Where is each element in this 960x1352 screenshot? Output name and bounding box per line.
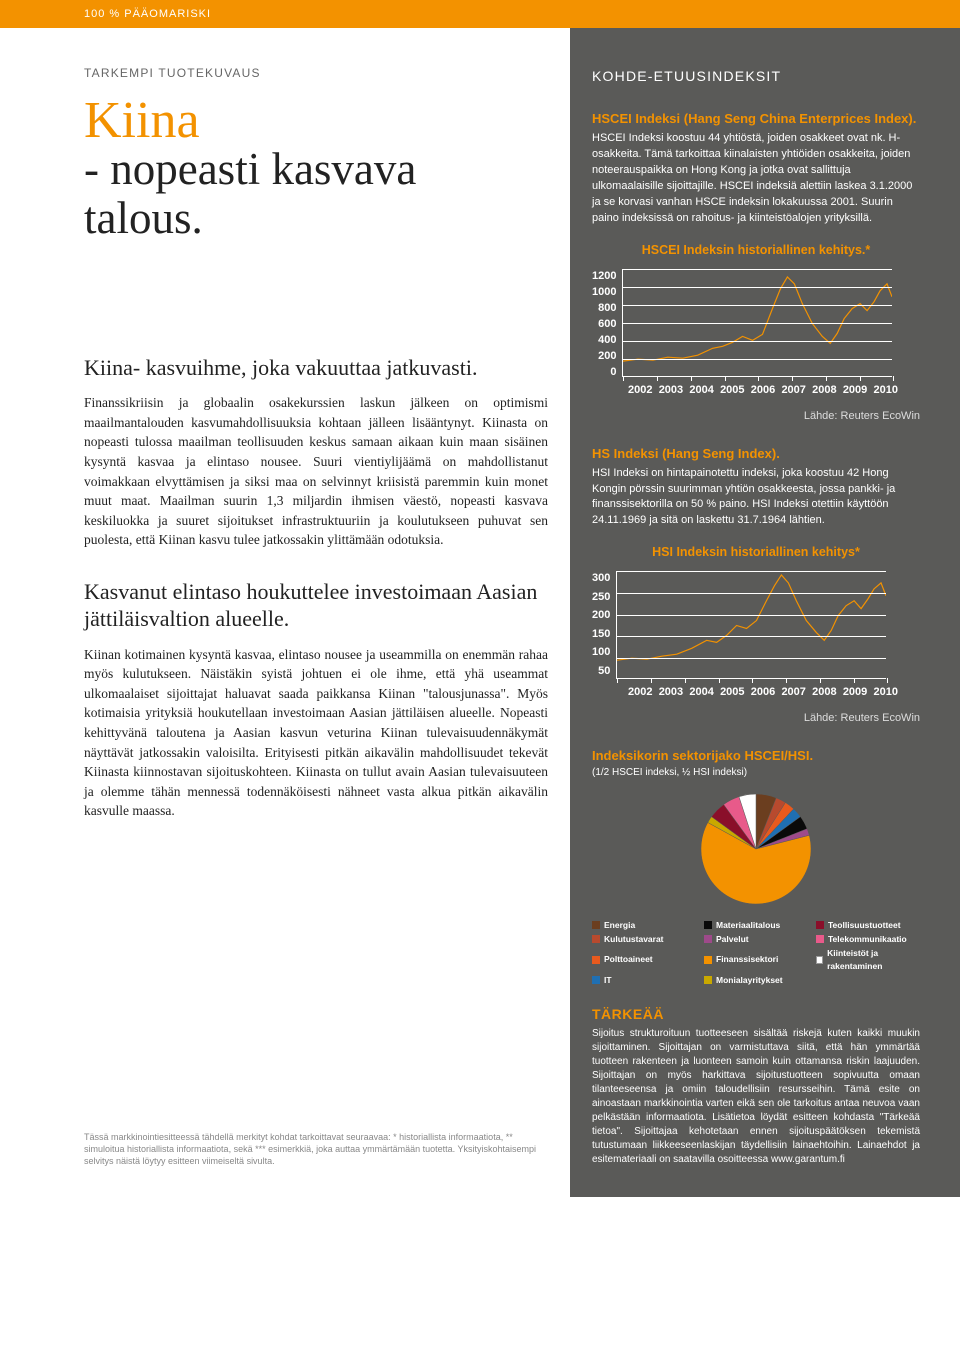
important-heading: TÄRKEÄÄ — [592, 1004, 920, 1024]
section-label: TARKEMPI TUOTEKUVAUS — [84, 66, 548, 80]
title-orange: Kiina — [84, 92, 200, 149]
page-title: Kiina - nopeasti kasvava talous. — [84, 98, 548, 244]
important-body: Sijoitus strukturoituun tuotteeseen sisä… — [592, 1027, 920, 1167]
page-body: TARKEMPI TUOTEKUVAUS Kiina - nopeasti ka… — [0, 28, 960, 1237]
hsi-desc: HSI Indeksi on hintapainotettu indeksi, … — [592, 466, 920, 530]
hsi-chart: 30025020015010050 2002200320042005200620… — [592, 571, 920, 701]
title-line3: talous. — [84, 194, 548, 244]
risk-banner: 100 % PÄÄOMARISKI — [0, 0, 960, 28]
hscei-chart-title: HSCEI Indeksin historiallinen kehitys.* — [592, 241, 920, 259]
pie-chart — [592, 789, 920, 909]
hscei-chart: 120010008006004002000 200220032004200520… — [592, 269, 920, 399]
right-section-head: KOHDE-ETUUSINDEKSIT — [592, 66, 920, 86]
hsi-line — [617, 575, 886, 660]
left-column: TARKEMPI TUOTEKUVAUS Kiina - nopeasti ka… — [0, 28, 570, 1197]
hsi-plot — [616, 571, 886, 679]
source-2: Lähde: Reuters EcoWin — [592, 711, 920, 727]
hscei-plot — [622, 269, 892, 377]
hscei-yaxis: 120010008006004002000 — [592, 269, 622, 377]
subheading-2: Kasvanut elintaso houkuttelee investoima… — [84, 578, 548, 633]
title-line2: - nopeasti kasvava — [84, 145, 548, 195]
hscei-title: HSCEI Indeksi (Hang Seng China Enterpric… — [592, 110, 920, 129]
hscei-desc: HSCEI Indeksi koostuu 44 yhtiöstä, joide… — [592, 131, 920, 227]
pie-legend: EnergiaMateriaalitalousTeollisuustuottee… — [592, 919, 920, 987]
hscei-xaxis: 200220032004200520062007200820092010 — [628, 383, 898, 399]
hsi-yaxis: 30025020015010050 — [592, 571, 616, 679]
pie-subtitle: (1/2 HSCEI indeksi, ½ HSI indeksi) — [592, 766, 920, 781]
hsi-xaxis: 200220032004200520062007200820092010 — [628, 685, 898, 701]
footnote: Tässä markkinointiesitteessä tähdellä me… — [84, 1131, 548, 1167]
paragraph-2: Kiinan kotimainen kysyntä kasvaa, elinta… — [84, 645, 548, 821]
right-column: KOHDE-ETUUSINDEKSIT HSCEI Indeksi (Hang … — [570, 28, 960, 1197]
subheading-1: Kiina- kasvuihme, joka vakuuttaa jatkuva… — [84, 354, 548, 382]
hsi-chart-title: HSI Indeksin historiallinen kehitys* — [592, 543, 920, 561]
paragraph-1: Finanssikriisin ja globaalin osakekurssi… — [84, 393, 548, 550]
pie-title: Indeksikorin sektorijako HSCEI/HSI. — [592, 747, 920, 766]
hsi-title: HS Indeksi (Hang Seng Index). — [592, 445, 920, 464]
source-1: Lähde: Reuters EcoWin — [592, 409, 920, 425]
hscei-line — [623, 277, 892, 361]
